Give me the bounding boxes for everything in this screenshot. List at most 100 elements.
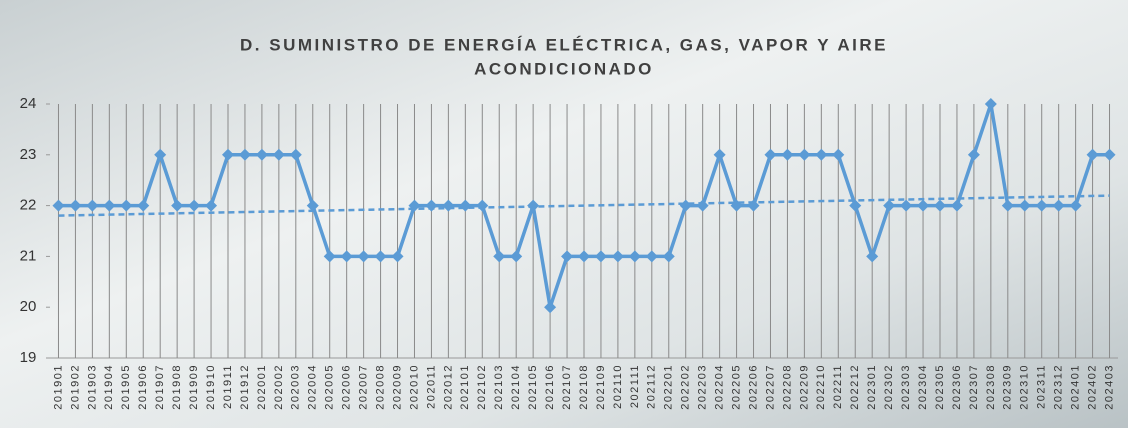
marker (544, 301, 557, 314)
marker (188, 199, 201, 212)
marker (238, 148, 251, 161)
x-tick-label: 202112 (646, 364, 658, 409)
x-tick-label: 202111 (629, 364, 641, 408)
x-tick-label: 202312 (1053, 364, 1065, 410)
marker (86, 199, 99, 212)
marker (1052, 199, 1065, 212)
marker (611, 250, 624, 263)
y-tick-label: 22 (20, 197, 37, 214)
x-tick-label: 202208 (781, 364, 793, 410)
marker (171, 199, 184, 212)
marker (594, 250, 607, 263)
marker (883, 199, 896, 212)
x-tick-label: 202102 (476, 364, 488, 410)
x-tick-label: 202203 (697, 364, 709, 410)
x-tick-label: 202401 (1070, 364, 1082, 410)
y-tick-label: 24 (20, 95, 37, 112)
x-tick-label: 202003 (290, 364, 302, 410)
y-tick-label: 21 (20, 247, 37, 264)
marker (900, 199, 913, 212)
marker (340, 250, 353, 263)
x-tick-label: 201902 (69, 364, 81, 410)
x-tick-label: 202109 (595, 364, 607, 410)
marker (967, 148, 980, 161)
x-tick-label: 202309 (1002, 364, 1014, 410)
x-tick-label: 202007 (358, 364, 370, 410)
marker (561, 250, 574, 263)
marker (645, 250, 658, 263)
x-tick-label: 201908 (171, 364, 183, 410)
x-tick-label: 202004 (307, 364, 319, 410)
x-tick-label: 201907 (154, 364, 166, 410)
marker (527, 199, 540, 212)
x-tick-label: 202308 (985, 364, 997, 410)
x-tick-label: 202006 (341, 364, 353, 410)
x-tick-label: 202304 (917, 364, 929, 410)
y-tick-label: 20 (20, 298, 37, 315)
x-tick-label: 202211 (832, 364, 844, 409)
x-tick-label: 202110 (612, 364, 624, 409)
marker (391, 250, 404, 263)
marker (425, 199, 438, 212)
marker (137, 199, 150, 212)
x-tick-label: 202005 (324, 364, 336, 410)
x-tick-label: 201903 (86, 364, 98, 410)
marker (1103, 148, 1116, 161)
x-tick-label: 202303 (900, 364, 912, 410)
marker (798, 148, 811, 161)
x-tick-label: 202103 (493, 364, 505, 410)
marker (459, 199, 472, 212)
marker (934, 199, 946, 212)
x-tick-label: 201901 (52, 364, 64, 410)
x-tick-label: 202106 (544, 364, 556, 410)
y-tick-label: 19 (20, 349, 37, 366)
marker (306, 199, 319, 212)
x-tick-label: 202402 (1086, 364, 1098, 410)
marker (1001, 199, 1014, 212)
marker (815, 148, 828, 161)
marker (323, 250, 336, 263)
x-tick-label: 202202 (680, 364, 692, 410)
marker (679, 199, 692, 212)
x-tick-label: 202305 (934, 364, 946, 410)
marker (578, 250, 590, 263)
marker (374, 250, 387, 263)
x-tick-label: 202310 (1019, 364, 1031, 410)
x-tick-label: 202307 (968, 364, 980, 410)
x-tick-label: 202311 (1036, 364, 1048, 409)
x-tick-label: 201905 (120, 364, 132, 410)
x-tick-label: 202105 (527, 364, 539, 410)
x-tick-label: 202012 (442, 364, 454, 410)
trend-line (58, 194, 1110, 217)
marker (120, 199, 133, 212)
marker (222, 148, 234, 161)
chart-title: D. SUMINISTRO DE ENERGÍA ELÉCTRICA, GAS,… (240, 35, 888, 54)
marker (154, 148, 167, 161)
marker (628, 250, 641, 263)
x-tick-label: 202011 (425, 364, 437, 409)
marker (255, 148, 268, 161)
marker (866, 250, 879, 263)
marker (781, 148, 794, 161)
x-tick-label: 202104 (510, 364, 522, 410)
y-tick-label: 23 (20, 146, 37, 163)
marker (1018, 199, 1031, 212)
x-tick-label: 201906 (137, 364, 149, 410)
marker (476, 199, 489, 212)
marker (408, 199, 421, 212)
x-tick-label: 202403 (1103, 364, 1115, 410)
x-tick-label: 202002 (273, 364, 285, 410)
x-tick-label: 202206 (747, 364, 759, 410)
x-tick-label: 202212 (849, 364, 861, 410)
marker (493, 250, 506, 263)
marker (849, 199, 862, 212)
x-tick-label: 201910 (205, 364, 217, 410)
x-tick-label: 202210 (815, 364, 827, 410)
x-tick-label: 201911 (222, 364, 234, 409)
x-tick-label: 201909 (188, 364, 200, 410)
marker (950, 199, 963, 212)
x-tick-label: 202301 (866, 364, 878, 410)
marker (272, 148, 285, 161)
